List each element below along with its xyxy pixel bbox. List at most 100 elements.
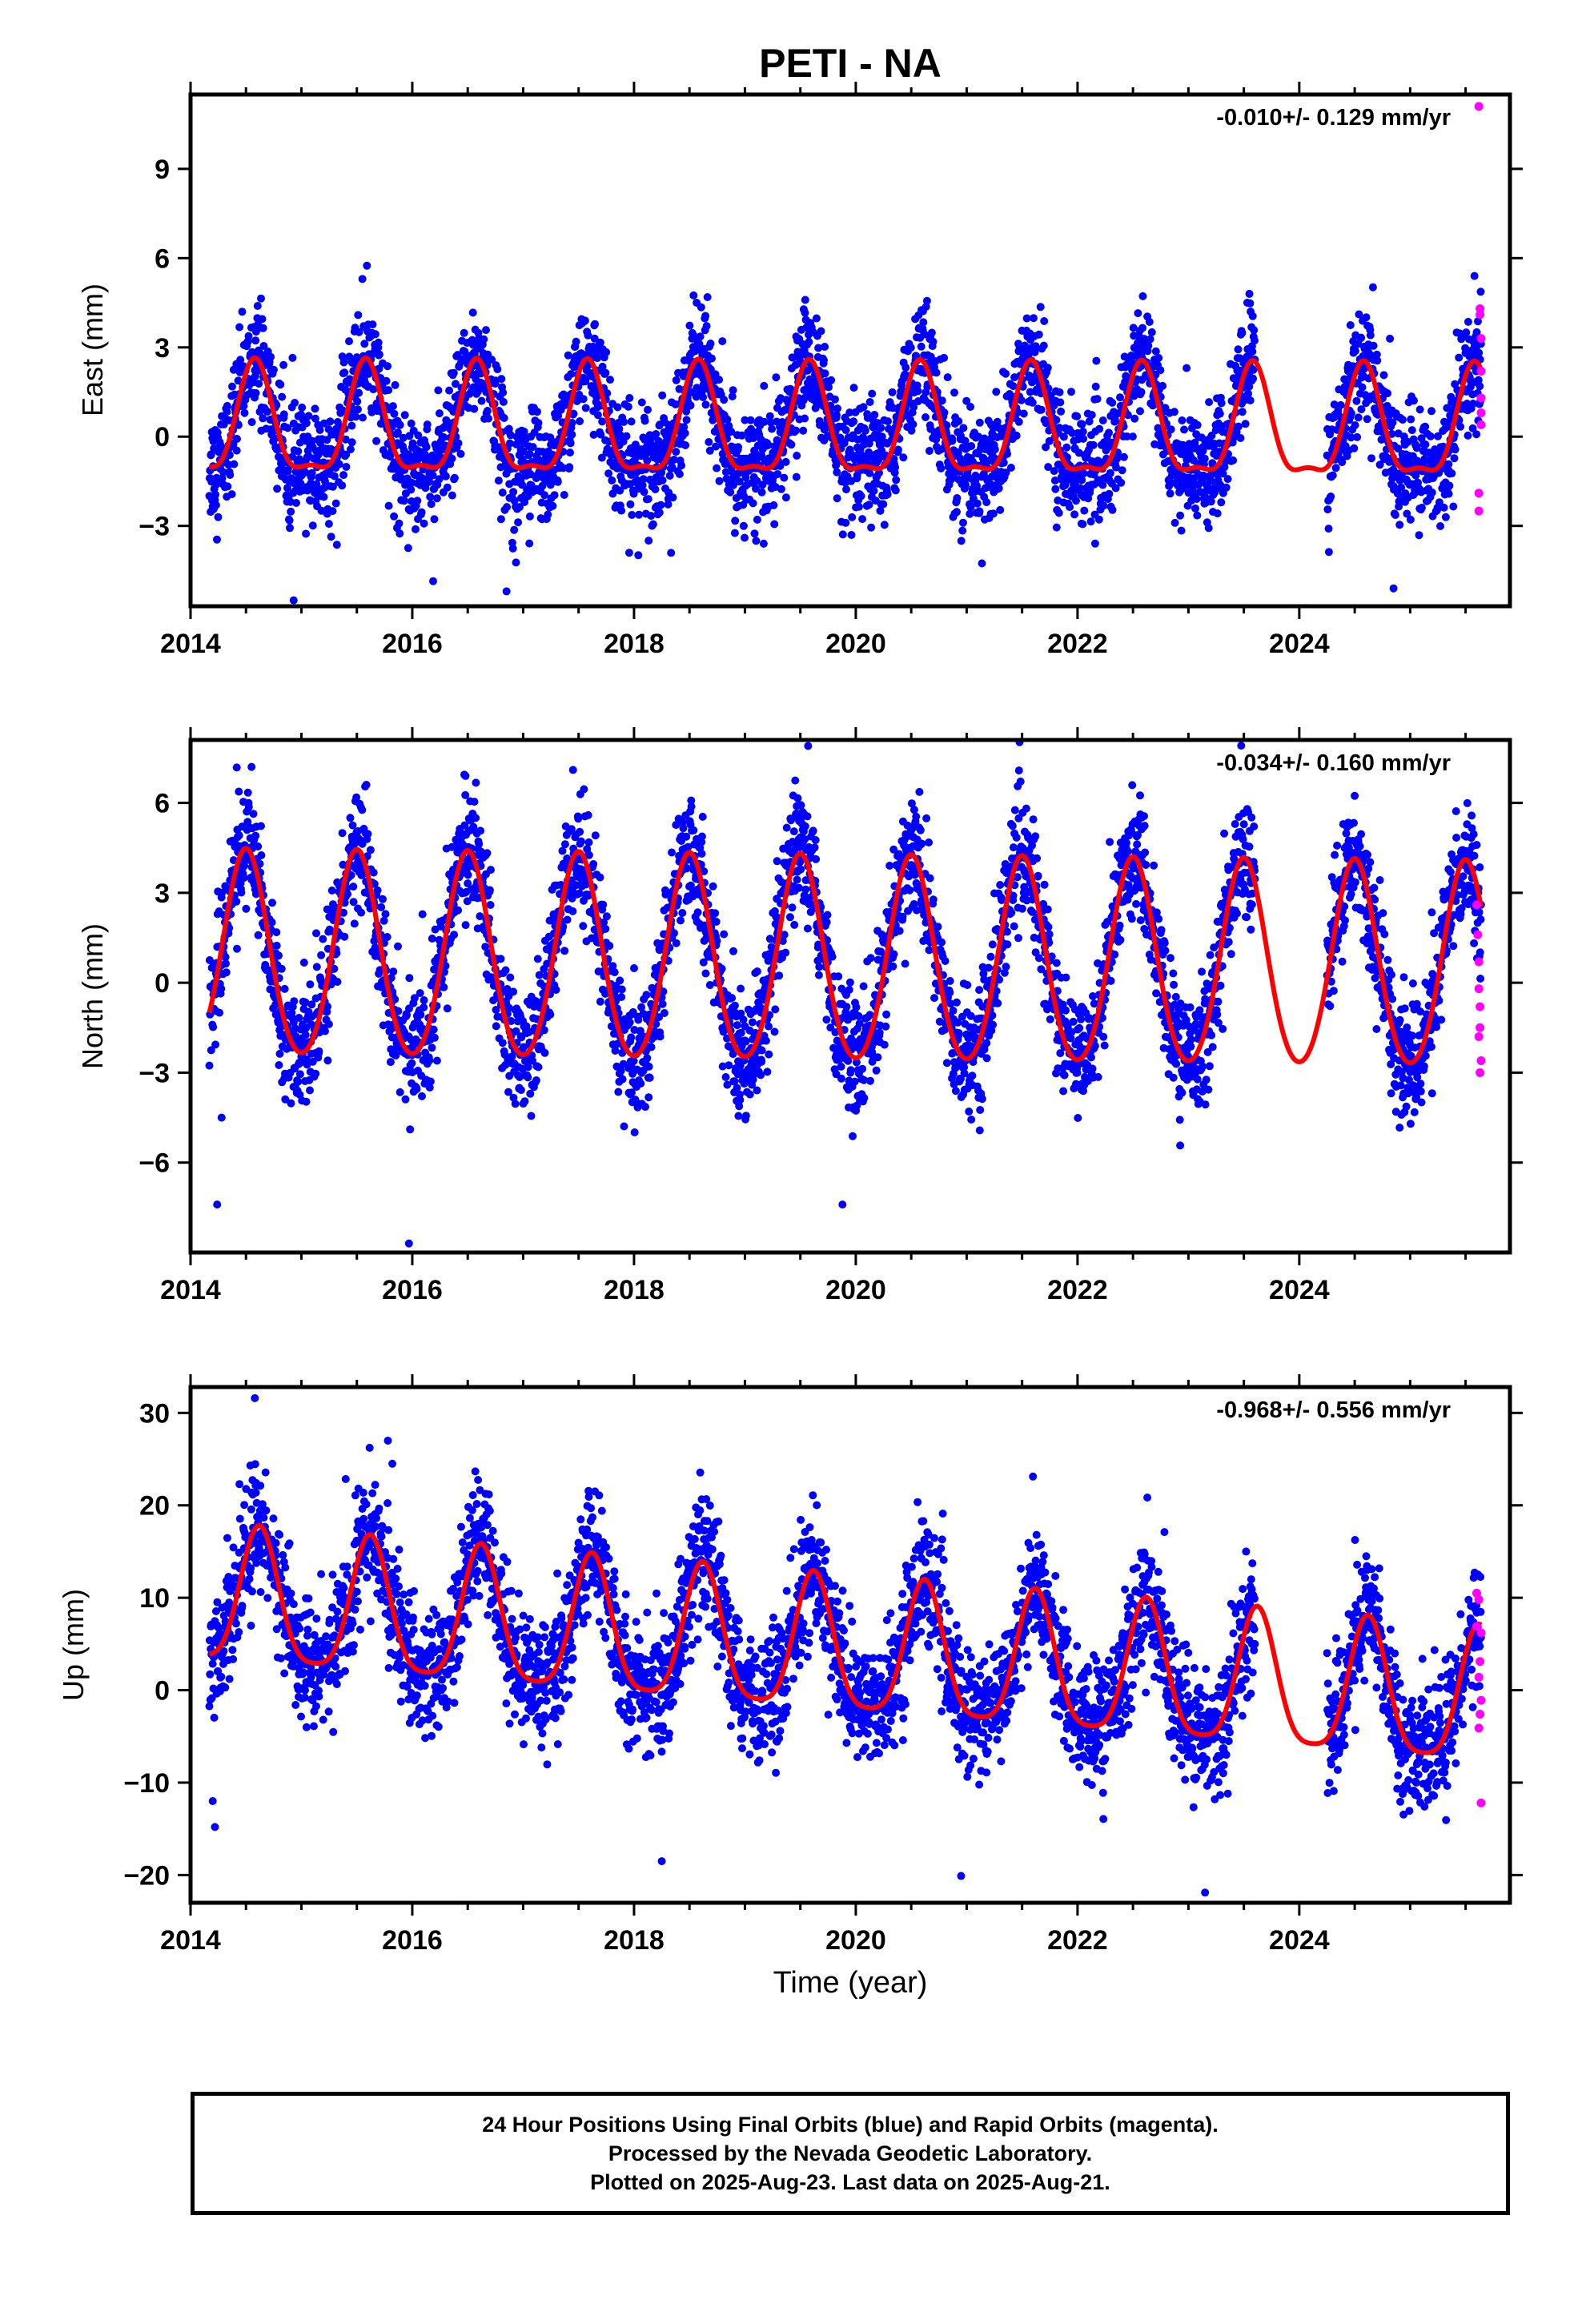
data-point <box>308 521 317 530</box>
data-point <box>1105 428 1113 437</box>
data-point <box>1094 515 1103 524</box>
y-tick-label: 9 <box>155 155 170 185</box>
data-point <box>327 533 335 541</box>
data-point <box>1105 489 1114 498</box>
data-point <box>580 785 588 794</box>
data-point <box>1464 317 1472 326</box>
data-point <box>581 377 590 386</box>
data-point <box>1450 454 1459 463</box>
data-point <box>226 471 235 479</box>
data-point <box>1399 416 1407 424</box>
data-point <box>940 353 949 362</box>
data-point <box>617 985 626 994</box>
data-point <box>548 501 557 510</box>
data-point <box>379 916 388 925</box>
data-point <box>805 337 813 346</box>
data-point <box>616 431 624 439</box>
data-point <box>498 489 507 497</box>
data-point <box>1447 469 1456 478</box>
data-point <box>1238 328 1247 337</box>
data-point <box>1156 366 1165 375</box>
data-point <box>626 500 635 509</box>
data-point <box>363 830 372 838</box>
data-point <box>223 482 232 491</box>
data-point <box>496 955 505 963</box>
data-point <box>1369 341 1378 350</box>
data-point <box>613 403 622 412</box>
data-point <box>247 418 256 427</box>
data-point <box>1090 539 1099 548</box>
data-point <box>1445 481 1454 490</box>
data-point <box>1118 466 1126 475</box>
data-point <box>428 471 437 480</box>
data-point <box>511 1100 520 1108</box>
data-point <box>333 418 342 426</box>
data-point <box>1246 299 1255 308</box>
data-point <box>306 1086 314 1095</box>
y-tick-label: 6 <box>155 243 170 274</box>
data-point <box>589 860 598 868</box>
data-point <box>598 362 607 371</box>
data-point <box>328 507 337 516</box>
data-point <box>1229 456 1238 464</box>
data-point <box>739 521 748 530</box>
data-point <box>251 388 260 397</box>
data-point <box>499 388 508 397</box>
data-point <box>496 463 505 472</box>
data-point <box>335 460 343 468</box>
data-point <box>384 386 393 395</box>
data-point <box>1449 502 1458 511</box>
data-point <box>501 966 510 975</box>
data-point <box>373 886 382 895</box>
data-point <box>849 417 858 426</box>
data-point <box>620 417 628 426</box>
data-point <box>820 356 828 364</box>
data-point <box>232 763 241 772</box>
data-point <box>404 450 413 459</box>
data-point <box>401 1095 410 1104</box>
data-point <box>648 520 657 529</box>
data-point <box>975 507 984 516</box>
data-point <box>610 968 619 977</box>
final-orbit-points-east <box>205 261 1485 605</box>
data-point <box>333 978 342 986</box>
data-point <box>544 510 552 519</box>
data-point <box>440 983 448 991</box>
data-point <box>973 499 982 508</box>
data-point <box>432 1056 441 1065</box>
data-point <box>1089 440 1098 449</box>
data-point <box>1036 303 1045 312</box>
data-point <box>358 806 367 814</box>
data-point <box>606 376 614 384</box>
data-point <box>311 1069 320 1078</box>
data-point <box>275 1061 283 1069</box>
data-point <box>205 1061 214 1070</box>
data-point <box>861 426 869 435</box>
data-point <box>228 382 236 391</box>
data-point <box>567 370 576 379</box>
data-point <box>566 439 575 448</box>
data-point <box>1086 517 1095 526</box>
data-point <box>801 414 809 423</box>
data-point <box>428 935 436 943</box>
data-point <box>323 1056 332 1065</box>
panel-east: -0.010+/- 0.129 mm/yr East (mm) 2014 2016… <box>76 82 1523 659</box>
data-point <box>634 551 643 560</box>
data-point <box>443 483 452 492</box>
data-point <box>1092 356 1101 365</box>
data-point <box>347 438 356 447</box>
data-point <box>608 476 616 485</box>
data-point <box>244 802 253 811</box>
data-point <box>1410 396 1418 405</box>
data-point <box>1191 504 1199 513</box>
data-point <box>1106 468 1114 477</box>
data-point <box>605 942 614 950</box>
data-point <box>599 900 608 909</box>
data-point <box>618 1075 627 1084</box>
data-point <box>482 326 490 335</box>
data-point <box>1367 454 1375 463</box>
data-point <box>1427 489 1436 497</box>
data-point <box>1421 422 1430 431</box>
data-point <box>825 383 833 392</box>
data-point <box>579 922 588 931</box>
